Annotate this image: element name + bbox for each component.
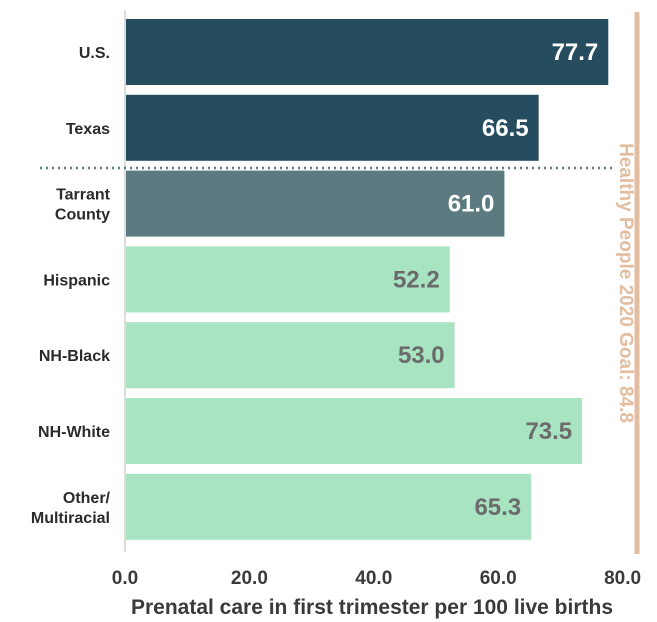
- x-tick-label-0: 0.0: [112, 568, 138, 589]
- bar-tarrant-county: [126, 170, 505, 237]
- bar-hispanic: [126, 246, 450, 313]
- category-label-hispanic: Hispanic: [43, 272, 110, 289]
- bar-nh-black: [126, 322, 455, 389]
- bar-u-s: [126, 19, 609, 85]
- value-label-nh-black: 53.0: [398, 342, 445, 369]
- category-label-u-s: U.S.: [79, 45, 110, 62]
- value-label-tarrant-county: 61.0: [448, 191, 495, 218]
- goal-label: Healthy People 2020 Goal: 84.8: [615, 143, 636, 423]
- bar-texas: [126, 94, 539, 161]
- bar-nh-white: [126, 398, 583, 464]
- x-ticks-group: 0.0 20.0 40.0 60.0 80.0: [112, 568, 641, 589]
- category-label-texas: Texas: [66, 121, 110, 138]
- value-label-nh-white: 73.5: [525, 418, 572, 445]
- x-tick-label-4: 80.0: [604, 568, 641, 589]
- category-label-other-multiracial: Other/Multiracial: [31, 490, 111, 527]
- category-label-tarrant-county: Tarrant County: [55, 187, 111, 224]
- x-tick-label-3: 60.0: [480, 568, 517, 589]
- value-label-u-s: 77.7: [552, 39, 599, 66]
- bar-other-multiracial: [126, 473, 532, 540]
- x-tick-label-2: 40.0: [355, 568, 392, 589]
- category-label-nh-white: NH-White: [38, 424, 110, 441]
- x-axis-title: Prenatal care in first trimester per 100…: [131, 596, 613, 619]
- bars-group: 77.7 U.S. 66.5 Texas 61.0 Tarrant County 52.2 Hi…: [31, 19, 609, 540]
- value-label-hispanic: 52.2: [393, 266, 440, 293]
- value-label-other-multiracial: 65.3: [474, 494, 521, 521]
- x-tick-label-1: 20.0: [231, 568, 268, 589]
- value-label-texas: 66.5: [482, 115, 529, 142]
- category-label-nh-black: NH-Black: [39, 348, 110, 365]
